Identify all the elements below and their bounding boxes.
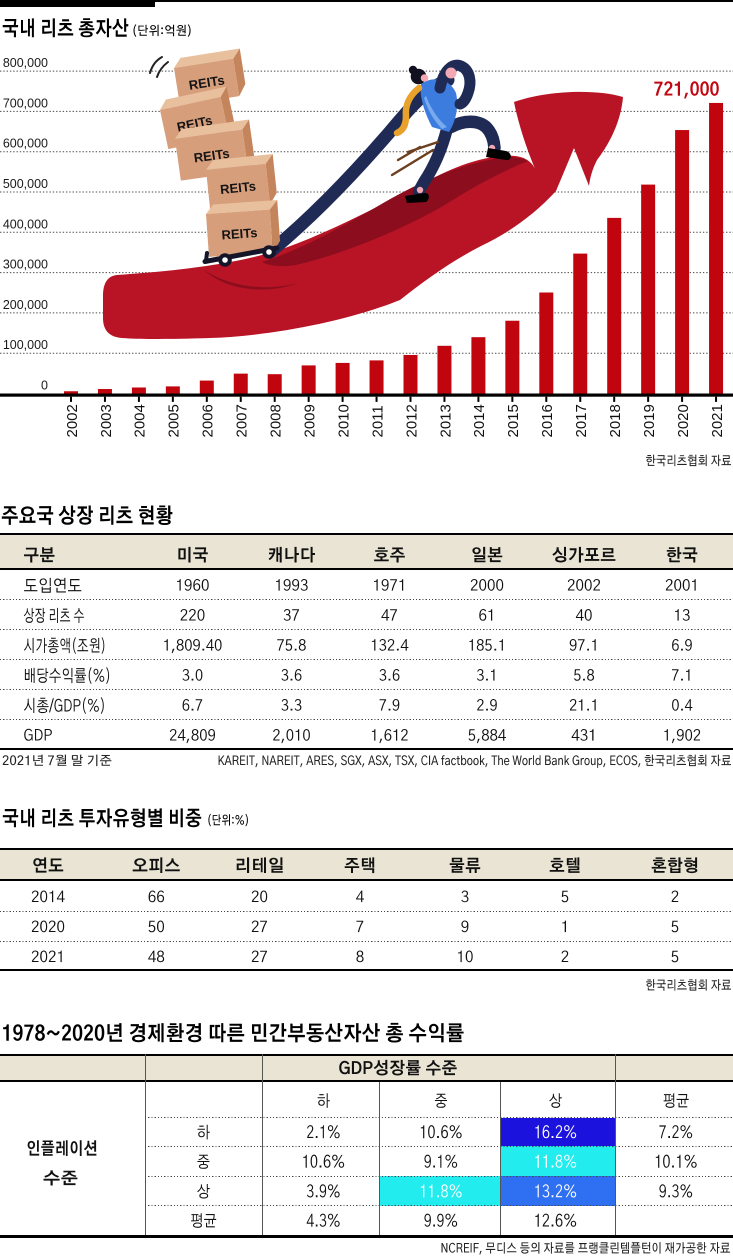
svg-text:2007: 2007 [234, 404, 251, 437]
svg-text:0: 0 [41, 379, 48, 393]
svg-text:100,000: 100,000 [3, 338, 48, 352]
svg-text:2021: 2021 [709, 404, 726, 437]
svg-text:500,000: 500,000 [3, 177, 48, 191]
svg-text:400,000: 400,000 [3, 217, 48, 231]
svg-text:2013: 2013 [437, 404, 454, 437]
svg-text:2004: 2004 [132, 404, 149, 437]
svg-text:2015: 2015 [505, 404, 522, 437]
svg-text:200,000: 200,000 [3, 298, 48, 312]
svg-text:2020: 2020 [675, 404, 692, 437]
svg-text:REITs: REITs [188, 72, 226, 92]
svg-text:REITs: REITs [219, 178, 256, 197]
svg-text:2014: 2014 [471, 404, 488, 437]
svg-text:REITs: REITs [221, 225, 258, 242]
svg-text:2017: 2017 [573, 404, 590, 437]
svg-text:2008: 2008 [268, 404, 285, 437]
svg-text:2016: 2016 [539, 404, 556, 437]
svg-text:800,000: 800,000 [3, 56, 48, 70]
svg-text:2010: 2010 [335, 404, 352, 437]
svg-text:600,000: 600,000 [3, 137, 48, 151]
svg-text:2012: 2012 [403, 404, 420, 437]
svg-text:2003: 2003 [98, 404, 115, 437]
svg-text:2011: 2011 [369, 405, 386, 437]
svg-text:2006: 2006 [200, 404, 217, 437]
svg-text:2019: 2019 [641, 404, 658, 437]
svg-text:700,000: 700,000 [3, 96, 48, 110]
svg-text:300,000: 300,000 [3, 258, 48, 272]
svg-text:2009: 2009 [301, 404, 318, 437]
svg-text:2002: 2002 [64, 404, 81, 437]
svg-text:2018: 2018 [607, 404, 624, 437]
svg-text:2005: 2005 [166, 404, 183, 437]
